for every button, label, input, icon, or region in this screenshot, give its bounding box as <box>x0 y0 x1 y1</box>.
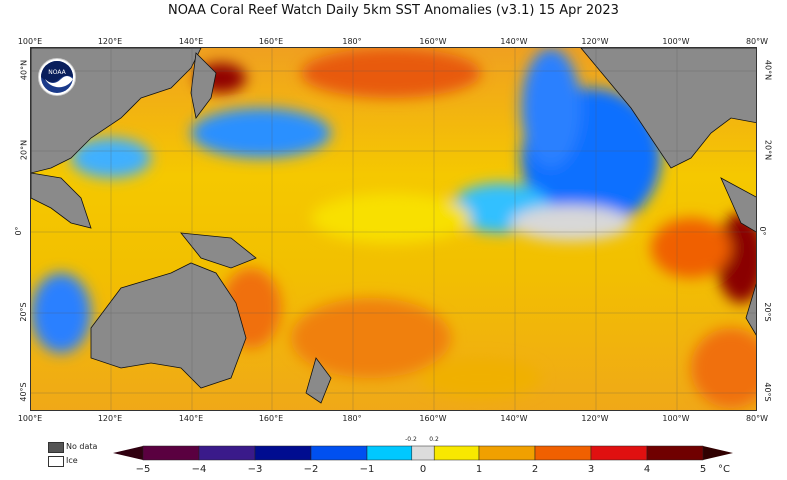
lon-label-top: 140°W <box>500 37 528 46</box>
lat-label-left: 40°S <box>19 382 29 402</box>
colorbar-segment <box>534 445 592 461</box>
colorbar-segment <box>411 445 435 461</box>
graticule <box>31 48 756 410</box>
lat-label-right: 40°N <box>763 59 773 81</box>
lon-label-top: 180° <box>342 37 362 46</box>
colorbar-segment <box>478 445 536 461</box>
tick-plus-0.2: 0.2 <box>429 436 439 443</box>
lon-label-top: 140°E <box>178 37 204 46</box>
lat-label-left: 20°S <box>19 302 29 322</box>
sst-anomaly-map: NOAA <box>30 47 757 411</box>
ice-swatch <box>48 456 64 467</box>
ice-label: Ice <box>66 456 78 465</box>
colorbar-unit: °C <box>718 464 730 475</box>
colorbar-tick-label: −4 <box>191 464 207 475</box>
colorbar-segment <box>142 445 200 461</box>
australia-land <box>90 262 247 389</box>
lat-label-left: 0° <box>14 226 24 236</box>
colorbar-tick-label: 1 <box>475 464 483 475</box>
lon-label-top: 100°E <box>17 37 43 46</box>
colorbar-min-arrow <box>113 446 143 460</box>
colorbar-segment <box>254 445 312 461</box>
svg-text:NOAA: NOAA <box>48 69 66 76</box>
colorbar-tick-label: 4 <box>643 464 651 475</box>
colorbar-tick-label: −1 <box>359 464 375 475</box>
new-guinea-land <box>180 232 257 269</box>
lon-label-bottom: 140°E <box>178 414 204 423</box>
colorbar-segment <box>646 445 704 461</box>
lon-label-bottom: 100°W <box>662 414 690 423</box>
colorbar-tick-label: 3 <box>587 464 595 475</box>
lat-label-right: 0° <box>758 226 768 236</box>
lon-label-top: 80°W <box>745 37 769 46</box>
lat-label-right: 20°S <box>763 302 773 322</box>
lat-label-right: 20°N <box>763 139 773 161</box>
lon-label-bottom: 120°E <box>97 414 123 423</box>
colorbar-tick-label: 5 <box>699 464 707 475</box>
lat-label-left: 40°N <box>19 59 29 81</box>
anomaly-patches <box>31 48 756 408</box>
south-america-land <box>745 283 756 336</box>
noaa-logo: NOAA <box>38 58 76 96</box>
lon-label-bottom: 160°E <box>258 414 284 423</box>
no-data-swatch <box>48 442 64 453</box>
north-america-land <box>580 48 756 169</box>
lon-label-top: 120°E <box>97 37 123 46</box>
colorbar-segment <box>198 445 256 461</box>
colorbar-segment <box>310 445 368 461</box>
lon-label-bottom: 160°W <box>419 414 447 423</box>
no-data-label: No data <box>66 442 98 451</box>
colorbar-segment <box>433 445 480 461</box>
colorbar-segment <box>590 445 648 461</box>
map-title: NOAA Coral Reef Watch Daily 5km SST Anom… <box>168 3 619 18</box>
lon-label-top: 160°E <box>258 37 284 46</box>
tick-minus-0.2: -0.2 <box>405 436 417 443</box>
colorbar-tick-label: −2 <box>303 464 319 475</box>
central-america-land <box>720 177 756 233</box>
lon-label-bottom: 140°W <box>500 414 528 423</box>
colorbar-tick-label: 0 <box>419 464 427 475</box>
lat-label-right: 40°S <box>763 382 773 402</box>
lon-label-top: 160°W <box>419 37 447 46</box>
lon-label-bottom: 180° <box>342 414 362 423</box>
new-zealand-land <box>305 357 332 404</box>
map-canvas <box>31 48 756 410</box>
colorbar-tick-label: −5 <box>135 464 151 475</box>
lon-label-bottom: 120°W <box>581 414 609 423</box>
lon-label-bottom: 100°E <box>17 414 43 423</box>
lon-label-top: 100°W <box>662 37 690 46</box>
lon-label-top: 120°W <box>581 37 609 46</box>
lat-label-left: 20°N <box>19 139 29 161</box>
colorbar <box>113 445 733 461</box>
indochina-land <box>31 172 92 229</box>
colorbar-max-arrow <box>703 446 733 460</box>
colorbar-tick-label: 2 <box>531 464 539 475</box>
lon-label-bottom: 80°W <box>745 414 769 423</box>
colorbar-segment <box>366 445 413 461</box>
colorbar-tick-label: −3 <box>247 464 263 475</box>
